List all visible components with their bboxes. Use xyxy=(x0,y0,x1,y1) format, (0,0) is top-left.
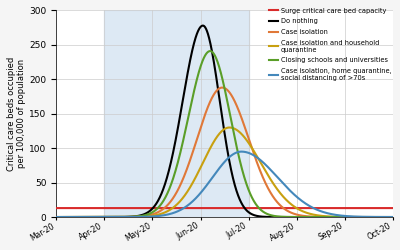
Bar xyxy=(104,10,249,217)
Legend: Surge critical care bed capacity, Do nothing, Case isolation, Case isolation and: Surge critical care bed capacity, Do not… xyxy=(269,8,392,81)
Y-axis label: Critical care beds occupied
per 100,000 of population: Critical care beds occupied per 100,000 … xyxy=(7,56,26,171)
